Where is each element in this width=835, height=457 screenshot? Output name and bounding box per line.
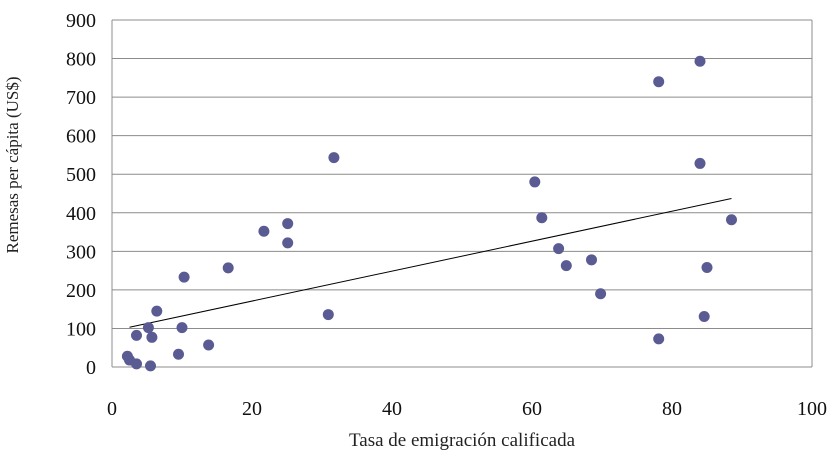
data-point-25 xyxy=(653,76,665,88)
data-point-19 xyxy=(529,176,541,188)
y-tick-label-0: 0 xyxy=(86,357,96,379)
x-tick-label-0: 0 xyxy=(107,398,117,420)
x-tick-label-80: 80 xyxy=(662,398,682,420)
data-point-3 xyxy=(131,329,142,341)
data-point-9 xyxy=(173,348,184,360)
x-tick-label-60: 60 xyxy=(522,398,542,420)
data-point-24 xyxy=(595,288,607,300)
trendline-group xyxy=(129,198,732,328)
trendline xyxy=(129,198,732,328)
data-point-13 xyxy=(222,262,234,274)
y-tick-label-300: 300 xyxy=(66,241,96,263)
data-point-6 xyxy=(145,360,156,372)
data-points xyxy=(121,55,737,372)
data-point-18 xyxy=(328,152,340,164)
y-tick-label-100: 100 xyxy=(66,318,96,340)
y-axis-title: Remesas per cápita (US$) xyxy=(3,76,22,253)
data-point-31 xyxy=(726,214,737,226)
x-tick-label-40: 40 xyxy=(382,398,402,420)
data-point-10 xyxy=(176,322,188,334)
data-point-26 xyxy=(653,333,665,345)
y-tick-label-200: 200 xyxy=(66,280,96,302)
x-axis-tick-labels: 0 20 40 60 80 100 xyxy=(107,398,827,420)
data-point-15 xyxy=(282,218,294,230)
data-point-14 xyxy=(258,225,270,237)
x-tick-label-100: 100 xyxy=(797,398,827,420)
data-point-12 xyxy=(203,339,215,351)
x-tick-label-20: 20 xyxy=(242,398,262,420)
data-point-27 xyxy=(694,55,706,67)
gridlines xyxy=(112,19,812,329)
data-point-11 xyxy=(178,271,190,283)
data-point-22 xyxy=(560,260,572,272)
y-tick-label-500: 500 xyxy=(66,164,96,186)
axes xyxy=(111,20,813,368)
x-axis-title: Tasa de emigración calificada xyxy=(349,430,576,451)
data-point-17 xyxy=(322,309,334,321)
data-point-30 xyxy=(701,262,713,274)
y-tick-label-900: 900 xyxy=(66,10,96,32)
data-point-5 xyxy=(142,322,154,334)
y-tick-label-400: 400 xyxy=(66,203,96,225)
data-point-29 xyxy=(698,310,710,322)
y-tick-label-800: 800 xyxy=(66,49,96,71)
data-point-16 xyxy=(282,237,294,249)
data-point-4 xyxy=(131,358,142,370)
data-point-20 xyxy=(536,212,548,224)
data-point-28 xyxy=(694,157,706,169)
y-axis-tick-labels: 0 100 200 300 400 500 600 700 800 900 xyxy=(66,10,96,379)
y-tick-label-600: 600 xyxy=(66,126,96,148)
data-point-7 xyxy=(146,331,158,343)
y-tick-label-700: 700 xyxy=(66,87,96,109)
data-point-23 xyxy=(586,254,597,266)
data-point-8 xyxy=(151,305,163,317)
data-point-21 xyxy=(553,243,565,255)
